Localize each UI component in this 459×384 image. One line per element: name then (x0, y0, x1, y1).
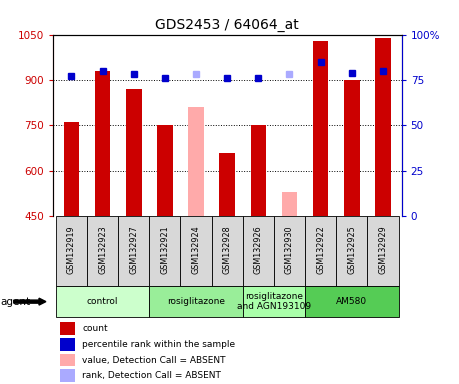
Bar (375, 38, 391, 216)
Text: GSM132925: GSM132925 (347, 225, 356, 274)
Text: GSM132922: GSM132922 (316, 225, 325, 274)
Bar (305, 286, 398, 317)
Text: GSM132919: GSM132919 (67, 225, 76, 274)
Bar (87, 216, 118, 286)
Text: GSM132928: GSM132928 (223, 225, 232, 274)
Bar (243, 286, 305, 317)
Bar (60, 322, 75, 335)
Bar (60, 338, 75, 351)
Bar (95, 71, 111, 216)
Text: GSM132929: GSM132929 (378, 225, 387, 274)
Bar (305, 216, 336, 286)
Bar (56, 286, 149, 317)
Bar (64, 122, 79, 216)
Text: percentile rank within the sample: percentile rank within the sample (83, 340, 235, 349)
Bar (212, 216, 243, 286)
Bar (188, 107, 204, 216)
Bar (157, 125, 173, 216)
Text: GSM132924: GSM132924 (191, 225, 201, 274)
Bar (282, 192, 297, 216)
Text: rank, Detection Call = ABSENT: rank, Detection Call = ABSENT (83, 371, 221, 380)
Bar (126, 89, 141, 216)
Bar (118, 216, 149, 286)
Title: GDS2453 / 64064_at: GDS2453 / 64064_at (155, 18, 299, 32)
Bar (60, 369, 75, 382)
Text: count: count (83, 324, 108, 333)
Text: value, Detection Call = ABSENT: value, Detection Call = ABSENT (83, 356, 226, 364)
Bar (274, 216, 305, 286)
Text: GSM132926: GSM132926 (254, 225, 263, 274)
Text: GSM132930: GSM132930 (285, 225, 294, 274)
Bar (219, 152, 235, 216)
Bar (60, 354, 75, 366)
Text: AM580: AM580 (336, 297, 367, 306)
Text: GSM132921: GSM132921 (160, 225, 169, 274)
Bar (336, 216, 367, 286)
Text: agent: agent (0, 296, 30, 306)
Text: GSM132923: GSM132923 (98, 225, 107, 274)
Bar (149, 216, 180, 286)
Bar (313, 41, 329, 216)
Bar (149, 286, 243, 317)
Bar (180, 216, 212, 286)
Text: rosiglitazone
and AGN193109: rosiglitazone and AGN193109 (237, 292, 311, 311)
Bar (56, 216, 87, 286)
Text: GSM132927: GSM132927 (129, 225, 138, 274)
Text: control: control (87, 297, 118, 306)
Text: rosiglitazone: rosiglitazone (167, 297, 225, 306)
Bar (251, 125, 266, 216)
Bar (243, 216, 274, 286)
Bar (367, 216, 398, 286)
Bar (344, 80, 359, 216)
